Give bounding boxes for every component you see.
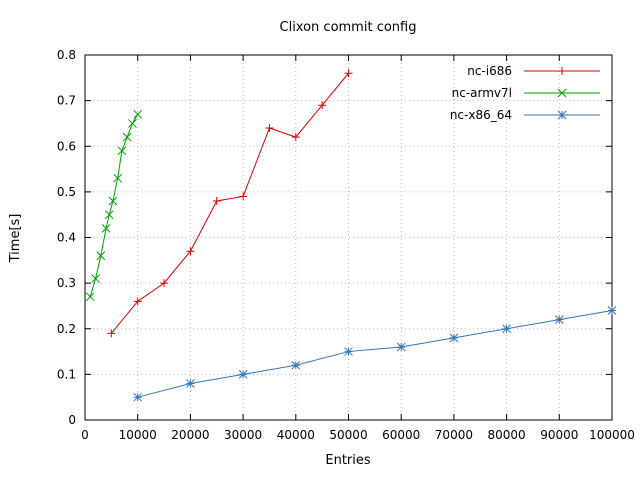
grid-layer — [84, 54, 613, 421]
series-line — [110, 72, 349, 334]
y-tick-label: 0 — [68, 413, 76, 427]
series-marker — [85, 292, 95, 302]
legend-marker-sample — [557, 88, 567, 98]
x-tick-label: 100000 — [589, 428, 635, 442]
x-tick-label: 50000 — [329, 428, 367, 442]
series-marker — [607, 306, 617, 315]
series-marker — [91, 274, 100, 283]
series-marker — [104, 210, 114, 220]
x-tick-label: 60000 — [382, 428, 420, 442]
x-tick-label: 0 — [81, 428, 89, 442]
series-line — [89, 114, 139, 297]
series-nc-armv7l — [85, 109, 143, 302]
x-tick-label: 20000 — [171, 428, 209, 442]
y-tick-label: 0.4 — [57, 231, 76, 245]
y-tick-label: 0.6 — [57, 139, 76, 153]
series-nc-x86_64 — [133, 306, 617, 402]
x-tick-label: 70000 — [435, 428, 473, 442]
axes-layer: 0 10000 20000 30000 40000 50000 60000 70000 8000… — [57, 48, 635, 442]
legend-item: nc-armv7l — [452, 86, 600, 100]
series-marker — [212, 197, 221, 205]
chart-title: Clixon commit config — [280, 20, 417, 35]
series-marker — [186, 247, 195, 256]
series-marker — [113, 173, 123, 183]
series-marker — [101, 224, 111, 233]
series-marker — [239, 192, 248, 201]
series-marker — [344, 347, 353, 356]
series-marker — [291, 133, 300, 142]
series-marker — [117, 146, 127, 156]
plot-border — [84, 54, 613, 421]
legend-marker-sample — [557, 110, 567, 120]
series-marker — [396, 342, 406, 352]
legend-item: nc-x86_64 — [450, 108, 600, 122]
x-axis-label: Entries — [325, 453, 371, 468]
x-tick-label: 10000 — [119, 428, 157, 442]
legend-label: nc-armv7l — [452, 86, 512, 100]
series-marker — [186, 379, 195, 388]
x-tick-label: 80000 — [488, 428, 526, 442]
series-marker — [133, 109, 143, 119]
series-layer — [85, 69, 617, 402]
legend-label: nc-i686 — [467, 64, 512, 78]
y-tick-label: 0.7 — [57, 94, 76, 108]
series-marker — [502, 324, 511, 334]
series-marker — [238, 370, 248, 379]
x-tick-label: 30000 — [224, 428, 262, 442]
series-marker — [128, 119, 137, 128]
y-tick-label: 0.8 — [57, 48, 76, 62]
y-tick-label: 0.5 — [57, 185, 76, 199]
series-marker — [344, 69, 353, 78]
series-marker — [318, 101, 327, 110]
legend-marker-sample — [558, 67, 566, 75]
legend-label: nc-x86_64 — [450, 108, 512, 122]
series-marker — [96, 251, 106, 261]
y-axis-label: Time[s] — [8, 214, 23, 264]
x-tick-label: 40000 — [277, 428, 315, 442]
series-marker — [107, 329, 116, 338]
series-marker — [133, 392, 143, 402]
series-marker — [122, 132, 132, 142]
series-marker — [449, 333, 459, 343]
series-marker — [554, 315, 564, 324]
series-line — [137, 310, 613, 398]
y-tick-label: 0.1 — [57, 367, 76, 381]
series-nc-i686 — [107, 69, 353, 338]
y-tick-label: 0.3 — [57, 276, 76, 290]
legend-item: nc-i686 — [467, 64, 600, 78]
series-marker — [291, 360, 301, 370]
legend-layer: nc-i686 nc-armv7l nc-x86_64 — [450, 64, 600, 122]
series-marker — [108, 196, 118, 206]
series-marker — [160, 279, 169, 288]
series-marker — [265, 124, 274, 132]
y-tick-label: 0.2 — [57, 322, 76, 336]
series-marker — [133, 297, 142, 306]
x-tick-label: 90000 — [540, 428, 578, 442]
